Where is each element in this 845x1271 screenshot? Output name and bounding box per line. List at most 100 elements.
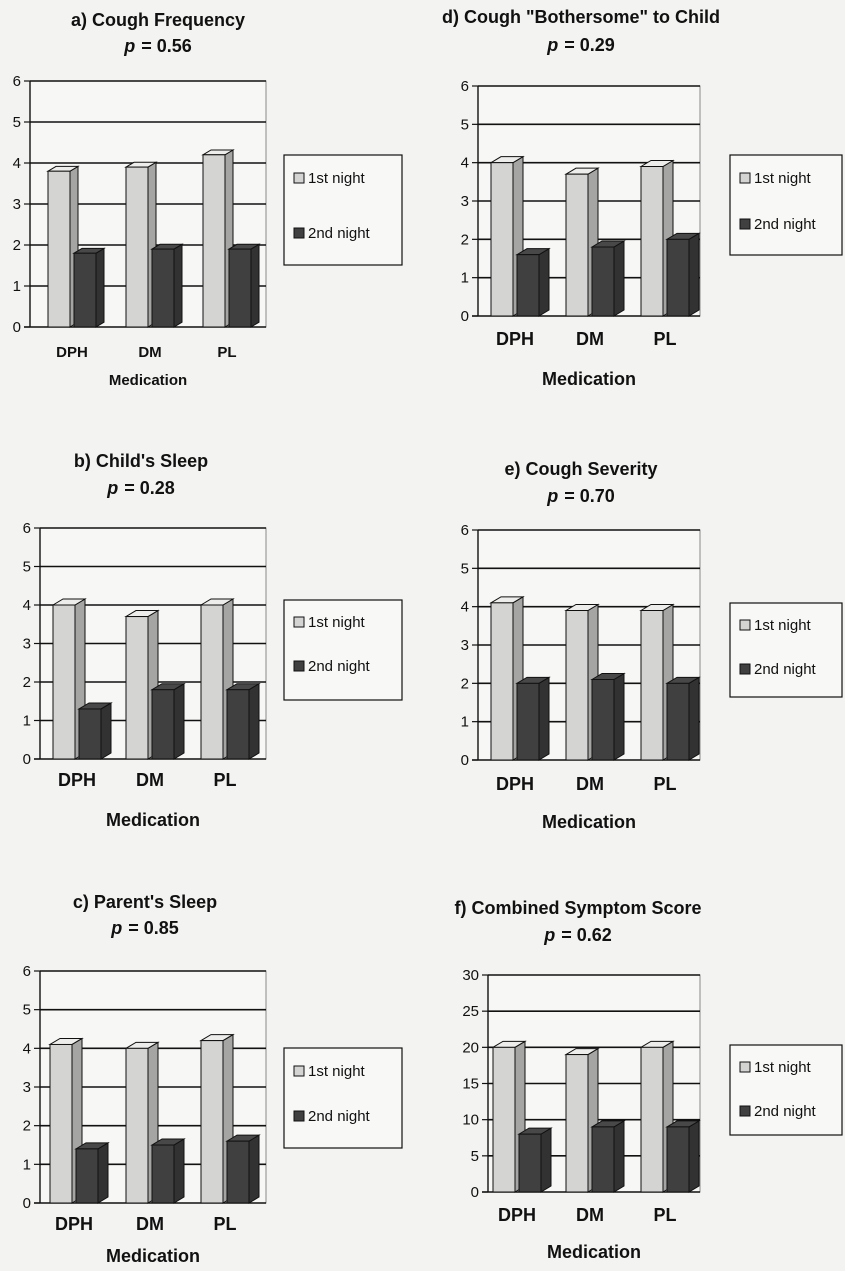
legend-label: 1st night bbox=[754, 617, 812, 634]
bar-front bbox=[490, 162, 514, 317]
bar-2nd-night-pl bbox=[225, 1134, 261, 1204]
legend-label: 2nd night bbox=[308, 1108, 371, 1125]
chart-panel-f: f) Combined Symptom Score p = 0.62 0 5 10 15 20… bbox=[454, 898, 843, 1262]
y-tick-label: 6 bbox=[13, 73, 21, 90]
legend: 1st night 2nd night bbox=[283, 599, 403, 701]
bar-front bbox=[666, 682, 690, 761]
y-tick-label: 1 bbox=[461, 714, 469, 731]
bar-front bbox=[151, 248, 175, 328]
bar-1st-night-dm bbox=[124, 609, 160, 760]
legend-swatch-2nd-night bbox=[293, 1110, 305, 1122]
bar-front bbox=[565, 1054, 589, 1193]
y-tick-label: 10 bbox=[462, 1112, 479, 1129]
legend-label: 2nd night bbox=[754, 216, 817, 233]
p-value: = 0.56 bbox=[141, 36, 192, 56]
y-tick-label: 2 bbox=[461, 231, 469, 248]
legend: 1st night 2nd night bbox=[729, 602, 843, 698]
y-tick-label: 4 bbox=[23, 1040, 31, 1057]
x-category-label: PL bbox=[653, 329, 676, 349]
y-tick-label: 6 bbox=[23, 520, 31, 537]
bar-2nd-night-dm bbox=[150, 1138, 186, 1204]
chart-panel-c: c) Parent's Sleep p = 0.85 0 1 2 3 4 5 6 DPH DM PL Me… bbox=[23, 892, 403, 1266]
legend-label: 2nd night bbox=[754, 1103, 817, 1120]
y-tick-label: 0 bbox=[23, 1195, 31, 1212]
bar-2nd-night-dph bbox=[517, 1127, 553, 1193]
x-category-label: DM bbox=[576, 1205, 604, 1225]
y-tick-label: 2 bbox=[23, 674, 31, 691]
x-category-label: DM bbox=[136, 770, 164, 790]
legend-label: 2nd night bbox=[308, 658, 371, 675]
y-tick-label: 4 bbox=[461, 599, 469, 616]
bar-front bbox=[200, 604, 224, 760]
y-tick-label: 4 bbox=[13, 155, 21, 172]
x-category-label: DM bbox=[138, 344, 161, 361]
bar-side bbox=[95, 247, 105, 328]
p-symbol: p bbox=[543, 925, 555, 945]
legend: 1st night 2nd night bbox=[729, 154, 843, 256]
legend-label: 2nd night bbox=[754, 661, 817, 678]
y-tick-label: 5 bbox=[471, 1148, 479, 1165]
bar-front bbox=[228, 248, 252, 328]
bar-2nd-night-dm bbox=[590, 1120, 626, 1193]
p-value: = 0.70 bbox=[564, 486, 615, 506]
x-category-label: DPH bbox=[56, 344, 88, 361]
bar-side bbox=[173, 682, 185, 760]
y-tick-label: 0 bbox=[461, 752, 469, 769]
x-category-label: DPH bbox=[498, 1205, 536, 1225]
bar-front bbox=[565, 610, 589, 761]
p-value-label: p = 0.56 bbox=[123, 36, 192, 56]
x-axis-title: Medication bbox=[109, 372, 187, 389]
y-tick-label: 5 bbox=[23, 1002, 31, 1019]
chart-title: a) Cough Frequency bbox=[71, 10, 245, 30]
bar-front bbox=[591, 246, 615, 317]
chart-panel-a: a) Cough Frequency p = 0.56 0 1 2 3 4 5 6 DPH DM PL M… bbox=[13, 10, 403, 389]
bar-side bbox=[97, 1141, 109, 1204]
p-value-label: p = 0.62 bbox=[543, 925, 612, 945]
p-value: = 0.85 bbox=[128, 918, 179, 938]
bar-front bbox=[666, 238, 690, 317]
legend-box bbox=[729, 602, 843, 698]
bar-front bbox=[492, 1046, 516, 1193]
y-tick-label: 4 bbox=[461, 155, 469, 172]
y-tick-label: 1 bbox=[23, 713, 31, 730]
bar-front bbox=[151, 1144, 175, 1204]
x-category-label: DPH bbox=[55, 1214, 93, 1234]
bar-side bbox=[248, 682, 260, 760]
bar-front bbox=[125, 616, 149, 760]
bar-front bbox=[490, 602, 514, 761]
chart-title: c) Parent's Sleep bbox=[73, 892, 217, 912]
p-symbol: p bbox=[110, 918, 122, 938]
p-symbol: p bbox=[106, 478, 118, 498]
bar-2nd-night-dm bbox=[590, 240, 626, 317]
bar-side bbox=[538, 676, 550, 761]
p-value-label: p = 0.85 bbox=[110, 918, 179, 938]
bar-side bbox=[688, 1120, 700, 1193]
bar-front bbox=[49, 1043, 73, 1204]
bar-front bbox=[640, 1046, 664, 1193]
p-value: = 0.29 bbox=[564, 35, 615, 55]
legend: 1st night 2nd night bbox=[283, 1047, 403, 1149]
bar-2nd-night-dph bbox=[74, 1141, 110, 1204]
chart-panel-d: d) Cough "Bothersome" to Child p = 0.29 0 1 2… bbox=[442, 7, 843, 389]
y-tick-label: 0 bbox=[23, 751, 31, 768]
y-tick-label: 0 bbox=[13, 319, 21, 336]
legend-box bbox=[729, 154, 843, 256]
bar-front bbox=[640, 166, 664, 317]
y-tick-label: 1 bbox=[23, 1156, 31, 1173]
y-tick-label: 3 bbox=[13, 196, 21, 213]
bar-2nd-night-pl bbox=[225, 682, 261, 760]
bar-1st-night-dph bbox=[489, 595, 525, 761]
p-symbol: p bbox=[546, 35, 558, 55]
y-tick-label: 3 bbox=[23, 1079, 31, 1096]
bar-side bbox=[613, 240, 625, 317]
bar-front bbox=[52, 604, 76, 760]
bar-1st-night-pl bbox=[639, 1040, 675, 1193]
y-tick-label: 3 bbox=[461, 637, 469, 654]
bar-front bbox=[75, 1148, 99, 1204]
x-category-label: DM bbox=[576, 774, 604, 794]
bar-side bbox=[613, 1120, 625, 1193]
legend-swatch-1st-night bbox=[293, 616, 305, 628]
bar-side bbox=[100, 702, 112, 760]
y-tick-label: 15 bbox=[462, 1076, 479, 1093]
